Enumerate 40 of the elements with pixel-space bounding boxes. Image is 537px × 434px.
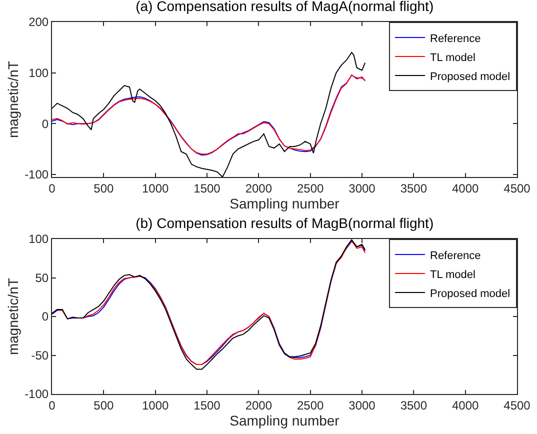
y-tick-label: 100 xyxy=(28,232,49,246)
y-axis-title: magnetic/nT xyxy=(5,278,22,356)
legend-label: TL model xyxy=(430,268,476,281)
legend-label: TL model xyxy=(430,52,476,64)
x-tick-label: 500 xyxy=(94,398,114,412)
x-axis-title: Sampling number xyxy=(230,412,340,428)
x-tick-label: 3500 xyxy=(400,398,428,412)
line-series xyxy=(52,52,366,177)
y-tick-label: 100 xyxy=(28,66,49,80)
y-axis-title: magnetic/nT xyxy=(5,60,22,138)
y-tick-label: 0 xyxy=(42,116,49,131)
legend-label: Proposed model xyxy=(430,288,510,300)
x-tick-label: 4000 xyxy=(452,181,479,196)
x-tick-label: 2500 xyxy=(296,398,324,412)
y-tick-label: 0 xyxy=(42,310,49,324)
x-tick-label: 3500 xyxy=(400,181,428,196)
x-tick-label: 1000 xyxy=(142,398,169,412)
chart-title: (b) Compensation results of MagB(normal flight) xyxy=(136,214,434,231)
legend-label: Reference xyxy=(430,250,481,262)
y-tick-label: -100 xyxy=(24,387,49,402)
x-tick-label: 500 xyxy=(94,181,114,196)
x-tick-label: 1500 xyxy=(194,398,221,412)
legend-label: Proposed model xyxy=(430,70,510,83)
x-tick-label: 2000 xyxy=(245,398,272,412)
chart-title: (a) Compensation results of MagA(normal flight) xyxy=(136,0,434,14)
x-tick-label: 3000 xyxy=(348,181,376,196)
x-tick-label: 2500 xyxy=(296,181,324,196)
y-tick-label: 50 xyxy=(35,270,49,285)
y-tick-label: 200 xyxy=(28,15,49,30)
x-axis-title: Sampling number xyxy=(230,195,340,212)
x-tick-label: 1000 xyxy=(142,181,169,196)
legend-label: Reference xyxy=(430,32,481,45)
x-tick-label: 4500 xyxy=(504,181,531,196)
x-tick-label: 1500 xyxy=(194,181,221,196)
y-tick-label: -100 xyxy=(24,168,49,182)
x-tick-label: 2000 xyxy=(245,181,272,196)
x-tick-label: 4000 xyxy=(452,398,479,412)
x-tick-label: 3000 xyxy=(348,398,376,412)
y-tick-label: -50 xyxy=(31,348,49,362)
x-tick-label: 4500 xyxy=(504,398,531,412)
